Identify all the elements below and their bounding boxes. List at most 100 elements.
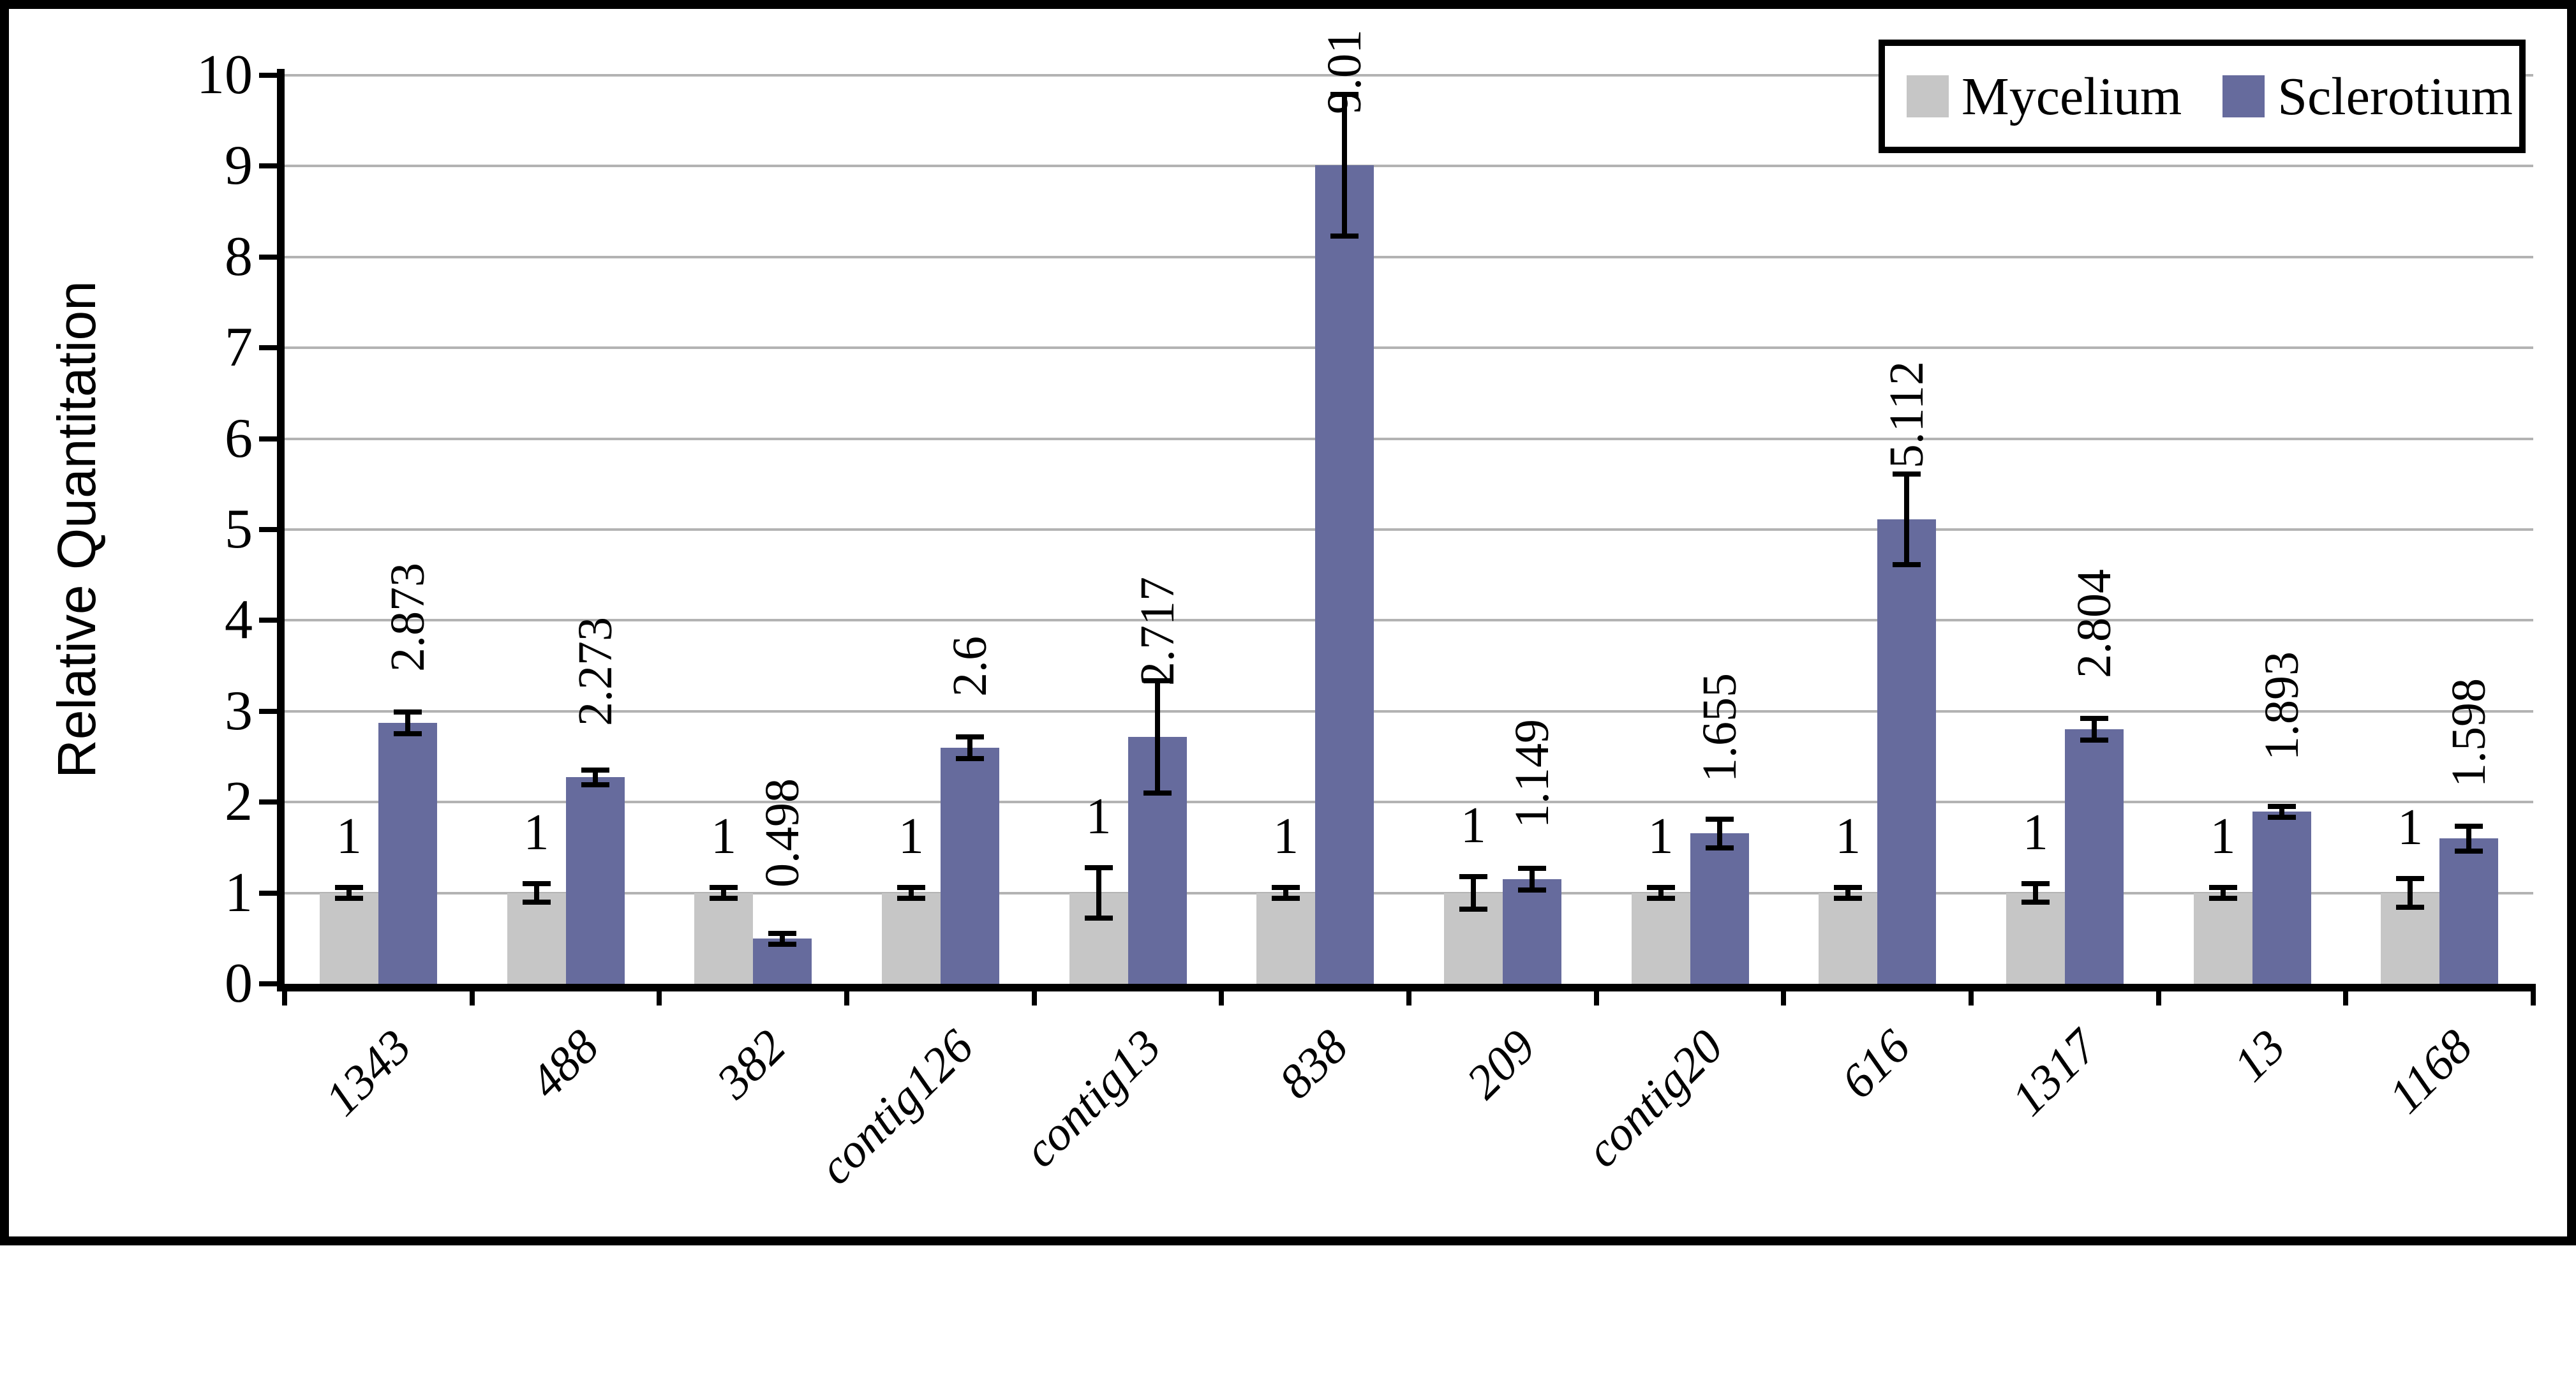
error-bar	[1658, 887, 1664, 899]
x-category-label: contig20	[1575, 1020, 1733, 1178]
y-tick	[259, 163, 285, 169]
y-tick-label: 4	[225, 589, 253, 651]
y-tick-label: 7	[225, 316, 253, 379]
value-label-mycelium: 1	[1085, 788, 1112, 845]
chart-plot-area: Relative Quantitation 0 1 2 3 4 5 6 7 8 9 10 1 2.873…	[9, 9, 2567, 1236]
error-bar-cap-top	[393, 709, 422, 715]
bar-mycelium-838	[1256, 893, 1316, 984]
error-bar	[1845, 887, 1851, 899]
bar-mycelium-contig20	[1631, 893, 1690, 984]
error-bar	[2408, 878, 2413, 908]
legend-swatch-mycelium	[1907, 75, 1949, 117]
error-bar-cap-bottom	[2455, 849, 2483, 854]
y-tick	[259, 799, 285, 805]
value-label-mycelium: 1	[1460, 797, 1486, 854]
gridline	[285, 528, 2533, 531]
error-bar-cap-bottom	[1084, 916, 1113, 921]
gridline	[285, 346, 2533, 350]
bar-sclerotium-1343	[378, 722, 437, 984]
error-bar	[2220, 887, 2226, 899]
error-bar	[1283, 887, 1289, 899]
error-bar-cap-bottom	[581, 782, 609, 787]
x-tick	[1969, 984, 1974, 1006]
error-bar-cap-top	[2080, 715, 2108, 721]
error-bar-cap-top	[1893, 471, 1921, 477]
value-label-mycelium: 1	[523, 805, 549, 861]
error-bar-cap-top	[768, 930, 797, 936]
value-label-sclerotium: 2.804	[2067, 568, 2121, 678]
value-label-sclerotium: 0.498	[756, 778, 810, 888]
error-bar	[1716, 819, 1722, 849]
x-category-label: 1317	[2001, 1020, 2108, 1126]
error-bar-cap-bottom	[522, 899, 551, 905]
error-bar	[1529, 868, 1535, 891]
y-tick	[259, 981, 285, 986]
value-label-sclerotium: 9.01	[1318, 29, 1372, 114]
error-bar-cap-top	[1834, 885, 1863, 891]
value-label-sclerotium: 5.112	[1880, 360, 1934, 469]
bar-sclerotium-13	[2252, 812, 2311, 984]
value-label-mycelium: 1	[336, 808, 362, 865]
error-bar	[1154, 680, 1160, 794]
error-bar-cap-top	[2396, 875, 2425, 881]
error-bar-cap-bottom	[2267, 814, 2296, 820]
error-bar-cap-bottom	[1143, 790, 1172, 796]
y-tick	[259, 436, 285, 442]
x-tick	[844, 984, 849, 1006]
figure-frame: Relative Quantitation 0 1 2 3 4 5 6 7 8 9 10 1 2.873…	[0, 0, 2576, 1245]
gridline	[285, 74, 2533, 77]
x-category-label: 382	[706, 1020, 796, 1110]
value-label-mycelium: 1	[1273, 808, 1299, 865]
value-label-mycelium: 1	[2022, 805, 2048, 861]
error-bar	[780, 933, 785, 944]
error-bar-cap-top	[1517, 866, 1546, 872]
y-tick-label: 1	[225, 861, 253, 924]
legend-label-mycelium: Mycelium	[1962, 66, 2182, 126]
error-bar-cap-top	[2021, 881, 2050, 887]
gridline	[285, 891, 2533, 894]
error-bar-cap-bottom	[2021, 899, 2050, 905]
y-tick-label: 10	[197, 44, 253, 106]
x-category-label: contig13	[1013, 1020, 1171, 1178]
x-axis-line	[277, 984, 2536, 991]
y-tick	[259, 618, 285, 623]
error-bar-cap-bottom	[2396, 905, 2425, 910]
error-bar	[533, 884, 539, 902]
error-bar-cap-bottom	[2080, 737, 2108, 743]
error-bar-cap-bottom	[1646, 896, 1675, 902]
error-bar-cap-bottom	[897, 896, 925, 902]
error-bar	[2279, 806, 2284, 817]
error-bar-cap-top	[1143, 678, 1172, 683]
value-label-sclerotium: 2.717	[1130, 577, 1184, 686]
y-tick	[259, 890, 285, 896]
error-bar-cap-top	[1272, 885, 1300, 891]
error-bar-cap-top	[522, 881, 551, 887]
bar-sclerotium-1317	[2064, 729, 2124, 984]
error-bar-cap-top	[2267, 803, 2296, 809]
x-tick	[1593, 984, 1599, 1006]
x-category-label: 838	[1269, 1020, 1359, 1110]
error-bar-cap-top	[1646, 885, 1675, 891]
y-tick-label: 2	[225, 771, 253, 833]
error-bar	[908, 887, 914, 899]
x-category-label: contig126	[808, 1020, 984, 1195]
x-tick	[1781, 984, 1787, 1006]
bar-sclerotium-1168	[2439, 838, 2499, 984]
value-label-mycelium: 1	[711, 808, 737, 865]
value-label-mycelium: 1	[2210, 808, 2236, 865]
value-label-sclerotium: 1.149	[1505, 719, 1559, 829]
error-bar-cap-bottom	[1330, 234, 1359, 239]
error-bar-cap-top	[581, 767, 609, 773]
error-bar-cap-top	[1330, 91, 1359, 97]
error-bar-cap-bottom	[955, 755, 984, 761]
error-bar-cap-top	[1705, 816, 1734, 822]
bar-sclerotium-488	[565, 777, 625, 984]
error-bar-cap-top	[955, 734, 984, 739]
x-category-label: 209	[1456, 1020, 1546, 1110]
y-tick	[259, 345, 285, 351]
legend-swatch-sclerotium	[2222, 75, 2265, 117]
y-tick-label: 3	[225, 679, 253, 742]
bar-sclerotium-209	[1502, 879, 1561, 984]
value-label-mycelium: 1	[2397, 799, 2423, 856]
error-bar-cap-top	[2208, 885, 2237, 891]
